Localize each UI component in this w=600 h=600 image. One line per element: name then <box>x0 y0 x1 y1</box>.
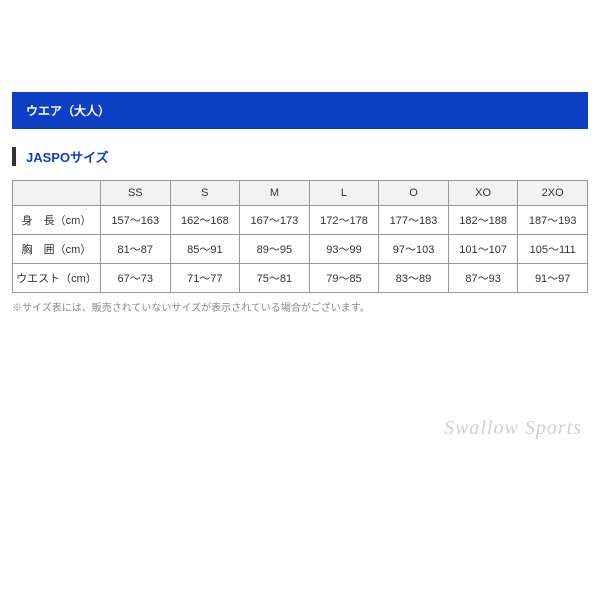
table-cell: 162～168 <box>170 206 240 235</box>
table-cell: 89～95 <box>240 235 310 264</box>
table-cell: 81～87 <box>101 235 171 264</box>
table-cell: 79～85 <box>309 264 379 293</box>
table-header-cell <box>13 181 101 206</box>
section-header: ウエア（大人） <box>12 92 588 129</box>
table-row: 胸 囲（cm） 81～87 85～91 89～95 93～99 97～103 1… <box>13 235 588 264</box>
table-cell: 182～188 <box>448 206 518 235</box>
size-table: SS S M L O XO 2XO 身 長（cm） 157～163 162～16… <box>12 180 588 293</box>
table-cell: 91～97 <box>518 264 588 293</box>
table-cell: 105～111 <box>518 235 588 264</box>
table-cell: 93～99 <box>309 235 379 264</box>
table-cell: 85～91 <box>170 235 240 264</box>
table-header-cell: L <box>309 181 379 206</box>
table-cell: 101～107 <box>448 235 518 264</box>
table-cell: 97～103 <box>379 235 449 264</box>
table-header-row: SS S M L O XO 2XO <box>13 181 588 206</box>
table-cell: 157～163 <box>101 206 171 235</box>
size-note: ※サイズ表には、販売されていないサイズが表示されている場合がございます。 <box>12 299 588 314</box>
table-cell: 187～193 <box>518 206 588 235</box>
table-cell: 87～93 <box>448 264 518 293</box>
table-cell: 83～89 <box>379 264 449 293</box>
table-cell: 75～81 <box>240 264 310 293</box>
table-header-cell: M <box>240 181 310 206</box>
row-label: 胸 囲（cm） <box>13 235 101 264</box>
table-row: ウエスト（cm） 67～73 71～77 75～81 79～85 83～89 8… <box>13 264 588 293</box>
table-cell: 71～77 <box>170 264 240 293</box>
table-cell: 167～173 <box>240 206 310 235</box>
table-header-cell: 2XO <box>518 181 588 206</box>
table-cell: 67～73 <box>101 264 171 293</box>
row-label: ウエスト（cm） <box>13 264 101 293</box>
table-header-cell: SS <box>101 181 171 206</box>
sub-header: JASPOサイズ <box>12 147 588 166</box>
table-cell: 172～178 <box>309 206 379 235</box>
row-label: 身 長（cm） <box>13 206 101 235</box>
table-row: 身 長（cm） 157～163 162～168 167～173 172～178 … <box>13 206 588 235</box>
watermark: Swallow Sports <box>444 417 582 440</box>
table-header-cell: S <box>170 181 240 206</box>
table-header-cell: XO <box>448 181 518 206</box>
table-header-cell: O <box>379 181 449 206</box>
table-cell: 177～183 <box>379 206 449 235</box>
